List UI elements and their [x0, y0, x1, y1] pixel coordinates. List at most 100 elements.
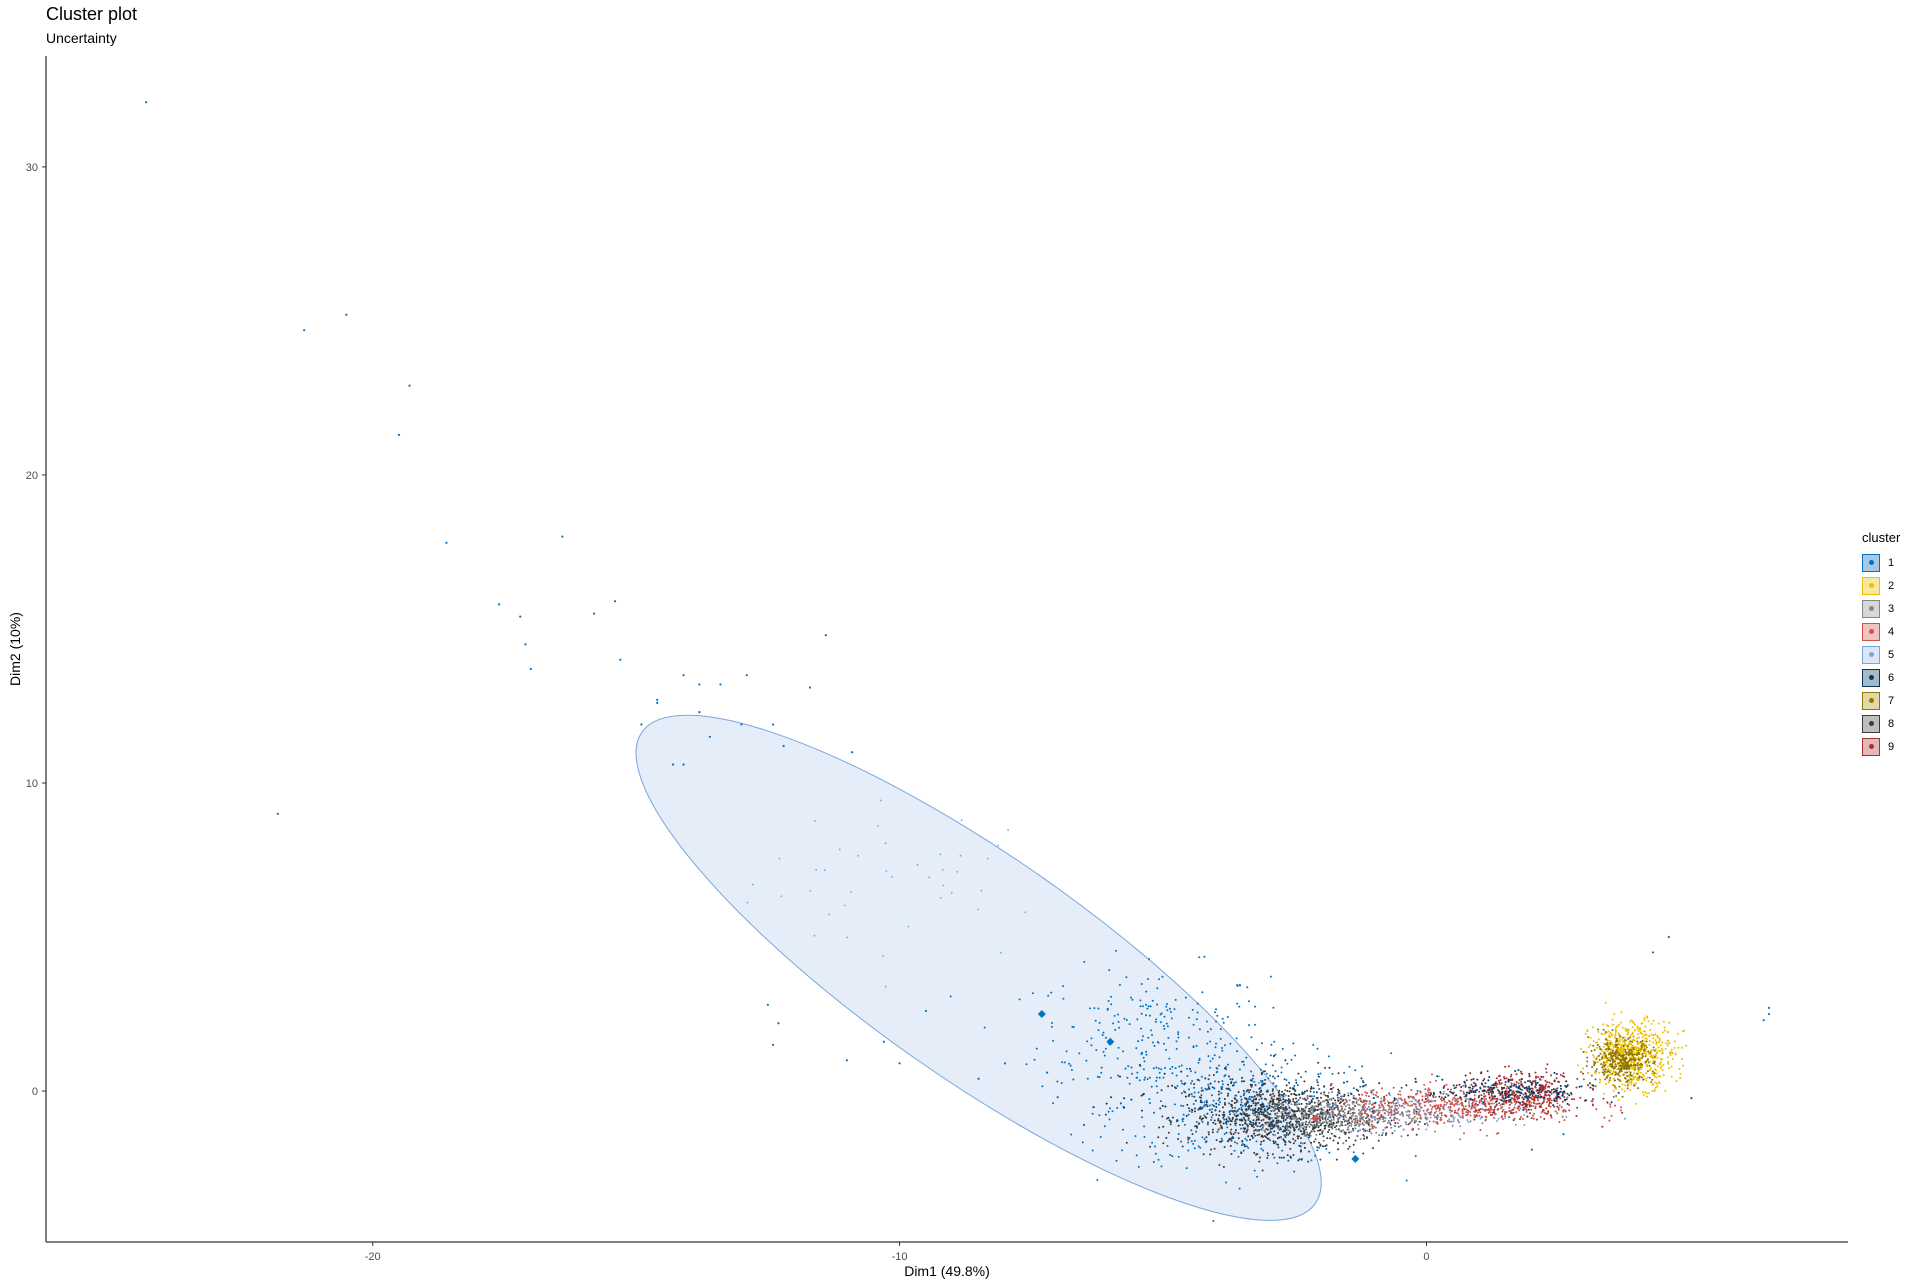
data-point — [1606, 1043, 1609, 1046]
data-point — [1655, 1082, 1658, 1085]
data-point — [1278, 1106, 1281, 1109]
data-point — [1592, 1054, 1595, 1057]
data-point — [1602, 1073, 1605, 1076]
data-point — [1496, 1132, 1498, 1135]
data-point — [1331, 1091, 1334, 1093]
data-point — [1241, 1108, 1244, 1111]
data-point — [1649, 1029, 1652, 1031]
data-point — [1537, 1094, 1540, 1097]
data-point — [1244, 1097, 1246, 1100]
data-point — [1397, 1125, 1400, 1128]
data-point — [1300, 1102, 1303, 1105]
data-point — [1639, 1047, 1641, 1050]
data-point — [1664, 1042, 1667, 1045]
data-point — [1344, 1124, 1347, 1127]
data-point — [1589, 1044, 1592, 1047]
data-point — [1213, 1119, 1216, 1122]
data-point — [1243, 1063, 1245, 1066]
data-point — [1290, 1093, 1293, 1096]
data-point — [1259, 1143, 1262, 1146]
data-point — [1190, 1093, 1193, 1095]
data-point — [1135, 1154, 1138, 1157]
data-point — [1327, 1106, 1329, 1109]
data-point — [1630, 1058, 1633, 1061]
data-point — [1658, 1082, 1661, 1085]
chart-title: Cluster plot — [46, 4, 138, 24]
data-point — [1508, 1090, 1510, 1093]
data-point — [1656, 1035, 1659, 1038]
data-point — [1278, 1115, 1281, 1118]
data-point — [1260, 1104, 1263, 1107]
data-point — [1447, 1094, 1450, 1097]
outlier-point — [808, 686, 812, 689]
data-point — [1337, 1121, 1340, 1124]
data-point — [1590, 1074, 1593, 1077]
data-point — [1315, 1097, 1318, 1100]
data-point — [1463, 1081, 1466, 1084]
data-point — [1344, 1131, 1347, 1134]
data-point — [1628, 1049, 1631, 1052]
data-point — [1312, 1044, 1315, 1046]
data-point — [1447, 1088, 1449, 1091]
data-point — [1622, 1063, 1625, 1065]
data-point — [1353, 1121, 1356, 1124]
data-point — [1262, 1139, 1265, 1142]
data-point — [1634, 1029, 1636, 1032]
data-point — [1494, 1082, 1497, 1085]
data-point — [1662, 1020, 1665, 1023]
data-point — [1389, 1094, 1391, 1097]
data-point — [1105, 1102, 1108, 1105]
data-point — [1207, 1083, 1210, 1086]
data-point — [1263, 1135, 1266, 1138]
legend-marker — [1868, 560, 1874, 565]
data-point — [1337, 1120, 1340, 1123]
data-point — [1266, 1108, 1269, 1111]
data-point — [1372, 1093, 1375, 1096]
data-point — [1272, 1092, 1275, 1095]
data-point — [1544, 1079, 1547, 1082]
data-point — [1209, 1082, 1212, 1085]
data-point — [1530, 1090, 1533, 1093]
data-point — [1217, 1099, 1220, 1102]
cluster-1-points — [949, 949, 1315, 1152]
data-point — [1643, 1044, 1646, 1047]
data-point — [1295, 1123, 1298, 1126]
data-point — [1549, 1097, 1552, 1100]
data-point — [1146, 1078, 1149, 1081]
data-point — [1206, 1112, 1209, 1115]
data-point — [1414, 1115, 1416, 1118]
data-point — [1606, 1101, 1609, 1104]
outlier-point — [719, 683, 722, 686]
data-point — [1292, 1142, 1295, 1145]
outlier-point — [782, 744, 785, 748]
data-point — [1117, 1020, 1120, 1023]
data-point — [1062, 985, 1065, 988]
outlier-point — [772, 1043, 775, 1046]
data-point — [1629, 1036, 1631, 1039]
data-point — [1408, 1113, 1411, 1116]
data-point — [1233, 1081, 1236, 1084]
data-point — [1136, 1071, 1139, 1074]
chart-subtitle: Uncertainty — [46, 30, 117, 46]
data-point — [1192, 1142, 1195, 1145]
data-point — [1544, 1085, 1547, 1087]
data-point — [1620, 1106, 1623, 1109]
data-point — [1316, 1081, 1319, 1084]
data-point — [1504, 1117, 1507, 1120]
data-point — [1301, 1115, 1303, 1118]
data-point — [1650, 1023, 1653, 1025]
data-point — [1141, 1116, 1144, 1119]
data-point — [1387, 1114, 1390, 1116]
data-point — [1346, 1122, 1349, 1125]
data-point — [1250, 1036, 1253, 1039]
data-point — [1230, 1082, 1233, 1084]
data-point — [1515, 1090, 1518, 1093]
data-point — [1521, 1072, 1524, 1075]
data-point — [1225, 1131, 1228, 1134]
data-point — [1508, 1107, 1511, 1109]
data-point — [1259, 1156, 1261, 1159]
data-point — [1432, 1120, 1435, 1123]
data-point — [1379, 1100, 1382, 1103]
data-point — [1458, 1107, 1461, 1110]
data-point — [1243, 1093, 1246, 1096]
